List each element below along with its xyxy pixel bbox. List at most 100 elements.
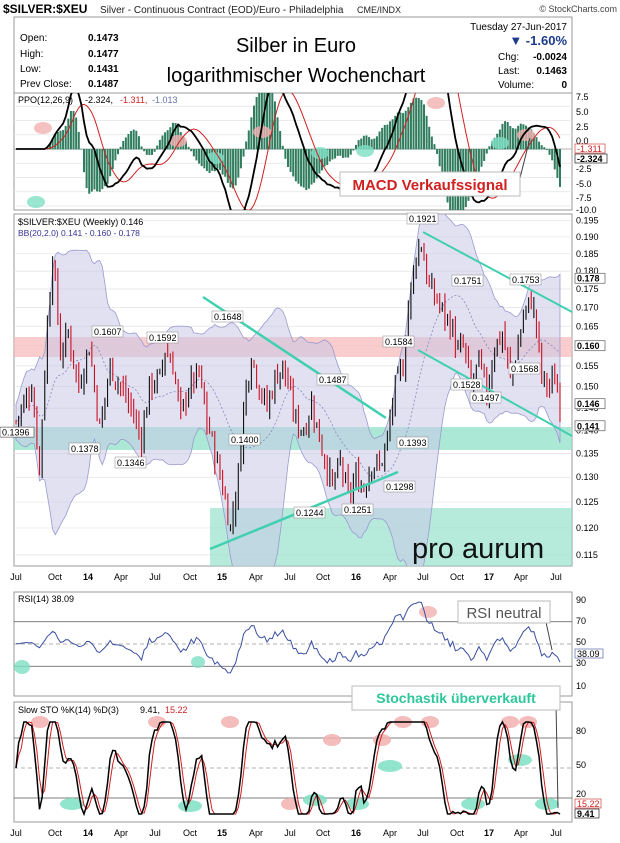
ppo-histogram-bar <box>132 129 135 150</box>
ppo-histogram-bar <box>135 130 138 150</box>
x-axis-label: Apr <box>249 572 263 582</box>
ppo-histogram-bar <box>318 149 321 174</box>
ppo-histogram-bar <box>292 149 295 177</box>
price-point-label: 0.1393 <box>399 438 427 448</box>
change-pct: ▼ -1.60% <box>509 33 567 48</box>
rsi-axis-tick: 30 <box>576 658 586 668</box>
x-axis-label: Oct <box>450 572 465 582</box>
stats-right: Chg: -0.0024 Last: 0.1463 Volume: 0 <box>498 52 567 91</box>
ppo-histogram-bar <box>412 98 415 150</box>
ppo-histogram-bar <box>415 97 418 150</box>
sto-marker-red <box>323 734 341 746</box>
ppo-histogram-bar <box>192 149 195 157</box>
ppo-histogram-bar <box>221 149 224 175</box>
sto-marker-red <box>31 716 49 728</box>
ppo-panel: PPO(12,26,9) -2.324, -1.311, -1.013 MACD… <box>13 92 608 215</box>
price-axis: 0.195 0.190 0.185 0.180 0.175 0.170 0.165 0.160… <box>0 215 606 560</box>
x-axis-label: 15 <box>217 572 227 582</box>
ppo-histogram-bar <box>472 149 475 193</box>
rsi-last-value: 38.09 <box>577 649 600 659</box>
ppo-last-ppo: -2.324 <box>577 154 603 164</box>
ppo-axis-tick: -2.5 <box>576 164 592 174</box>
price-axis-tick: 0.180 <box>576 266 599 276</box>
ppo-histogram-bar <box>148 149 151 156</box>
ppo-histogram-bar <box>344 149 347 158</box>
ppo-last-signal: -1.311 <box>577 144 602 154</box>
x-axis-bottom: Jul Oct 14 Apr Jul Oct 15 Apr Jul Oct 16 Apr Jul Oct 1… <box>10 828 562 838</box>
x-axis-label: Jul <box>417 828 429 838</box>
ppo-histogram-bar <box>538 141 541 150</box>
rsi-line <box>16 601 561 674</box>
rsi-legend: RSI(14) 38.09 <box>18 594 74 604</box>
rsi-axis-tick: 50 <box>576 637 586 647</box>
ppo-histogram-bar <box>273 101 276 150</box>
ppo-histogram-bar <box>111 149 114 170</box>
x-axis-label: Oct <box>48 828 63 838</box>
ppo-histogram-bar <box>250 117 253 150</box>
ppo-histogram-bar <box>124 137 127 150</box>
rsi-axis-tick: 70 <box>576 616 586 626</box>
ppo-histogram-bar <box>336 149 339 156</box>
rsi-marker-green <box>191 656 205 668</box>
price-candles <box>15 238 561 535</box>
ppo-histogram-bar <box>514 128 517 150</box>
ppo-histogram-bar <box>480 149 483 167</box>
x-axis-label: Oct <box>183 572 198 582</box>
x-axis-label: Jul <box>417 572 429 582</box>
price-axis-highlight: 0.178 <box>577 274 600 284</box>
chart-title-line1: Silber in Euro <box>236 35 356 57</box>
ppo-histogram-bar <box>77 131 80 150</box>
x-axis-label: 16 <box>351 828 361 838</box>
ppo-histogram-bar <box>226 149 229 183</box>
ppo-histogram-bar <box>130 130 133 150</box>
stat-last-label: Last: <box>498 66 520 77</box>
price-axis-tick: 0.130 <box>576 472 599 482</box>
ppo-histogram-bar <box>375 136 378 150</box>
price-point-label: 0.1400 <box>231 435 259 445</box>
x-axis-label: Jul <box>149 572 161 582</box>
sto-grid <box>14 737 572 799</box>
ppo-histogram-bar <box>373 138 376 150</box>
price-point-label: 0.1497 <box>472 393 500 403</box>
price-axis-tick: 0.135 <box>576 448 599 458</box>
header: $SILVER:$XEU Silver - Continuous Contrac… <box>0 0 620 94</box>
stat-chg-value: -0.0024 <box>533 52 567 63</box>
x-axis-label: Jul <box>10 572 22 582</box>
ppo-histogram-bar <box>151 149 153 155</box>
price-point-label: 0.1592 <box>149 333 177 343</box>
ppo-legend-value-3: -1.013 <box>152 95 178 105</box>
ppo-histogram-bar <box>357 140 360 150</box>
ppo-histogram-bar <box>331 149 334 160</box>
x-axis-label: Apr <box>514 828 528 838</box>
ppo-histogram-bar <box>62 130 65 150</box>
stat-prevclose-label: Prev Close: <box>20 79 72 90</box>
stat-high-value: 0.1477 <box>88 49 119 60</box>
ppo-histogram-bar <box>321 149 323 171</box>
ppo-histogram-bar <box>200 149 203 167</box>
ppo-histogram-bar <box>417 98 420 150</box>
ppo-histogram-bar <box>300 149 303 187</box>
price-point-labels: 0.1921 0.1751 0.1753 0.1648 0.1607 0.1592 0.15… <box>68 212 542 519</box>
ppo-histogram-bar <box>540 145 543 150</box>
x-axis-label: Jul <box>149 828 161 838</box>
ppo-histogram-bar <box>339 149 342 156</box>
ppo-histogram-bar <box>553 149 556 170</box>
price-axis-tick: 0.125 <box>576 497 599 507</box>
ppo-annotation-box <box>339 171 521 197</box>
ppo-histogram-bar <box>93 149 96 190</box>
stat-low-value: 0.1431 <box>88 64 119 75</box>
ppo-marker-red <box>34 122 52 134</box>
ppo-histogram-bar <box>268 93 271 150</box>
ppo-histogram-bar <box>67 118 70 150</box>
x-axis-label: Oct <box>48 572 63 582</box>
ppo-histogram-bar <box>302 149 305 188</box>
ppo-marker-green <box>491 137 509 149</box>
stat-high-label: High: <box>20 49 43 60</box>
ppo-histogram-bar <box>341 149 344 158</box>
ppo-marker-red <box>253 126 271 138</box>
ppo-histogram-bar <box>475 149 478 185</box>
ppo-histogram-bar <box>509 125 512 150</box>
ppo-histogram-bar <box>532 133 535 150</box>
ppo-histogram-bar <box>436 149 439 154</box>
ppo-histogram-bar <box>69 111 72 150</box>
